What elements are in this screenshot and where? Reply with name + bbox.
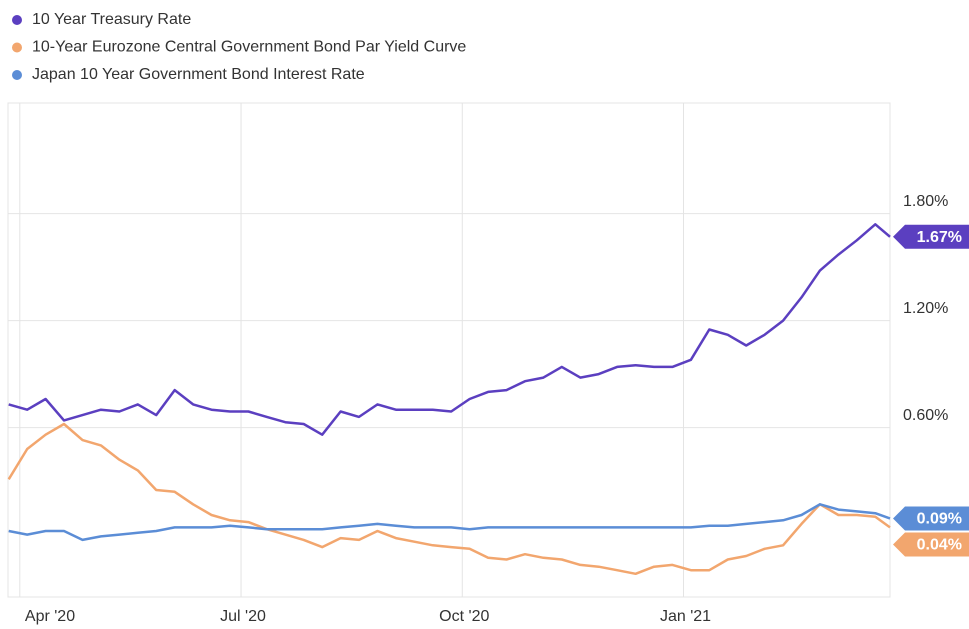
x-tick-label: Jan '21 (660, 608, 711, 625)
end-flag (893, 506, 969, 531)
x-tick-label: Apr '20 (25, 608, 75, 625)
end-flag (893, 224, 969, 249)
line-series (7, 422, 891, 576)
end-label: 1.67% (917, 229, 962, 246)
plot-frame (7, 102, 891, 598)
legend-marker (12, 15, 22, 25)
end-label: 0.09% (917, 511, 962, 528)
y-tick-label: 1.20% (903, 300, 948, 317)
end-flag (893, 532, 969, 557)
y-tick-label: 0.60% (903, 407, 948, 424)
x-tick-label: Oct '20 (439, 608, 489, 625)
end-label: 0.04% (917, 537, 962, 554)
legend-marker (12, 70, 22, 80)
x-tick-label: Jul '20 (220, 608, 266, 625)
y-tick-label: 1.80% (903, 193, 948, 210)
legend-label: Japan 10 Year Government Bond Interest R… (32, 66, 365, 83)
line-series (8, 503, 891, 542)
line-series (8, 223, 891, 436)
legend-label: 10 Year Treasury Rate (32, 11, 191, 28)
legend-label: 10-Year Eurozone Central Government Bond… (32, 39, 466, 56)
legend-marker (12, 42, 22, 53)
